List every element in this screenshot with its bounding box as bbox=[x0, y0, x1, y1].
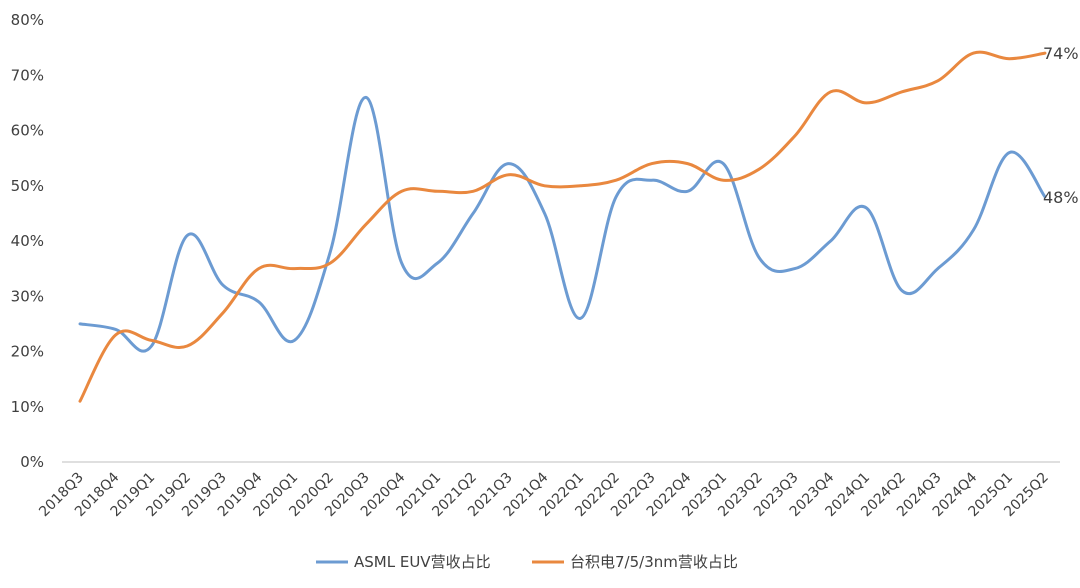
series-1-point bbox=[578, 184, 582, 188]
series-1-point bbox=[757, 167, 761, 171]
series-0-point bbox=[328, 250, 332, 254]
series-0-point bbox=[864, 206, 868, 210]
series-0-point bbox=[650, 178, 654, 182]
series-1-point bbox=[221, 311, 225, 315]
series-1-point bbox=[614, 178, 618, 182]
series-1-point bbox=[507, 173, 511, 177]
series-1-point bbox=[721, 178, 725, 182]
series-0-point bbox=[78, 322, 82, 326]
series-1-point bbox=[185, 344, 189, 348]
series-0-point bbox=[543, 211, 547, 215]
series-0-point bbox=[507, 162, 511, 166]
series-0-point bbox=[829, 239, 833, 243]
x-axis: 2018Q32018Q42019Q12019Q22019Q32019Q42020… bbox=[36, 461, 1060, 520]
series-1-point bbox=[936, 79, 940, 83]
series-group bbox=[78, 50, 1047, 403]
series-1-point bbox=[78, 399, 82, 403]
series-0-point bbox=[721, 162, 725, 166]
series-1-point bbox=[328, 261, 332, 265]
series-0-point bbox=[257, 300, 261, 304]
y-tick-label: 10% bbox=[11, 398, 44, 416]
y-tick-label: 0% bbox=[20, 453, 44, 471]
y-tick-label: 50% bbox=[11, 177, 44, 195]
series-1-point bbox=[543, 184, 547, 188]
series-0-point bbox=[757, 256, 761, 260]
series-1-point bbox=[400, 189, 404, 193]
y-tick-label: 80% bbox=[11, 11, 44, 29]
legend: ASML EUV营收占比 台积电7/5/3nm营收占比 bbox=[316, 553, 738, 571]
series-1-point bbox=[972, 51, 976, 55]
series-0-point bbox=[1007, 151, 1011, 155]
series-1-point bbox=[150, 338, 154, 342]
series-1-point bbox=[829, 90, 833, 94]
series-0-point bbox=[972, 228, 976, 232]
series-1-point bbox=[864, 101, 868, 105]
series-0-point bbox=[400, 261, 404, 265]
series-end-label-1: 74% bbox=[1043, 44, 1079, 63]
series-end-label-0: 48% bbox=[1043, 188, 1079, 207]
series-0-point bbox=[292, 338, 296, 342]
series-1-point bbox=[292, 267, 296, 271]
legend-label-0: ASML EUV营收占比 bbox=[354, 553, 491, 571]
series-1-point bbox=[364, 222, 368, 226]
y-tick-label: 20% bbox=[11, 343, 44, 361]
series-1-point bbox=[114, 333, 118, 337]
series-0-point bbox=[686, 189, 690, 193]
legend-label-1: 台积电7/5/3nm营收占比 bbox=[570, 553, 738, 571]
series-0-point bbox=[614, 195, 618, 199]
series-1-point bbox=[650, 162, 654, 166]
series-0-point bbox=[471, 211, 475, 215]
series-0-point bbox=[185, 234, 189, 238]
y-tick-label: 70% bbox=[11, 66, 44, 84]
series-0-point bbox=[364, 95, 368, 99]
series-1-point bbox=[900, 90, 904, 94]
y-tick-label: 60% bbox=[11, 122, 44, 140]
y-axis: 0% 10% 20% 30% 40% 50% 60% 70% 80% bbox=[11, 11, 44, 471]
end-labels: 48% 74% bbox=[1043, 44, 1079, 207]
series-0-point bbox=[578, 316, 582, 320]
series-0-point bbox=[900, 289, 904, 293]
series-0-point bbox=[221, 283, 225, 287]
series-0-point bbox=[435, 261, 439, 265]
y-tick-label: 40% bbox=[11, 232, 44, 250]
series-0-point bbox=[150, 344, 154, 348]
series-1-point bbox=[435, 189, 439, 193]
series-0-point bbox=[114, 327, 118, 331]
series-1-point bbox=[1007, 57, 1011, 61]
y-tick-label: 30% bbox=[11, 287, 44, 305]
series-line-1 bbox=[78, 50, 1047, 403]
series-0-point bbox=[936, 267, 940, 271]
series-line-0 bbox=[78, 95, 1047, 353]
series-1-point bbox=[471, 189, 475, 193]
series-1-point bbox=[257, 267, 261, 271]
series-1-point bbox=[686, 162, 690, 166]
series-1-point bbox=[793, 134, 797, 138]
series-0-point bbox=[793, 267, 797, 271]
